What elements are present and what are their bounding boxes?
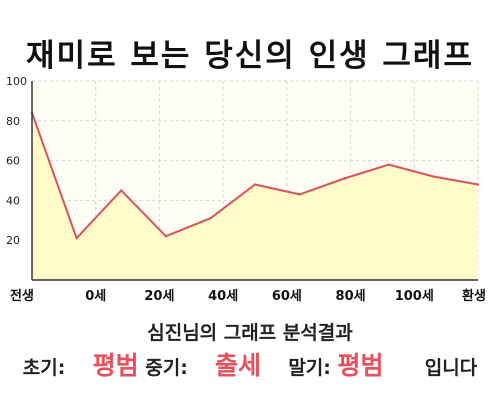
x-tick-label: 60세 [272,289,302,304]
data-point [164,235,167,238]
x-tick-label: 환생 [462,288,486,304]
data-point [209,217,212,220]
x-tick-label: 20세 [144,289,174,304]
late-label: 말기: [288,357,331,379]
data-point [120,189,123,192]
y-tick-label: 100 [6,75,27,88]
y-tick-label: 60 [6,155,20,168]
y-tick-label: 20 [6,234,20,247]
x-tick-label: 100세 [395,289,434,304]
data-point [298,193,301,196]
y-tick-label: 40 [6,194,20,207]
area-fill [32,112,478,280]
x-tick-labels: 전생 0세 20세 40세 60세 80세 100세 환생 [10,288,486,304]
middle-value: 출세 [215,351,262,380]
data-point [343,177,346,180]
early-value: 평범 [92,351,139,380]
middle-label: 중기: [145,357,188,379]
x-tick-label: 0세 [85,289,106,304]
data-point [387,163,390,166]
y-tick-label: 80 [6,115,20,128]
y-tick-labels: 100 80 60 40 20 [6,75,27,247]
early-label: 초기: [22,357,66,379]
data-point [75,237,78,240]
chart-title: 재미로 보는 당신의 인생 그래프 [26,38,474,74]
data-point [432,175,435,178]
x-tick-label: 전생 [10,288,34,304]
data-point [476,183,480,186]
analysis-heading: 심진님의 그래프 분석결과 [147,322,353,344]
result-suffix: 입니다 [424,357,478,379]
data-point [253,183,257,186]
x-tick-label: 80세 [336,289,366,304]
life-graph-chart: 100 80 60 40 20 전생 0세 20세 40세 60세 80세 100세 환생 [6,75,486,304]
late-value: 평범 [337,351,384,380]
analysis-result-line: 초기: 평범 중기: 출세 말기: 평범 입니다 [0,346,500,382]
x-tick-label: 40세 [208,289,238,304]
